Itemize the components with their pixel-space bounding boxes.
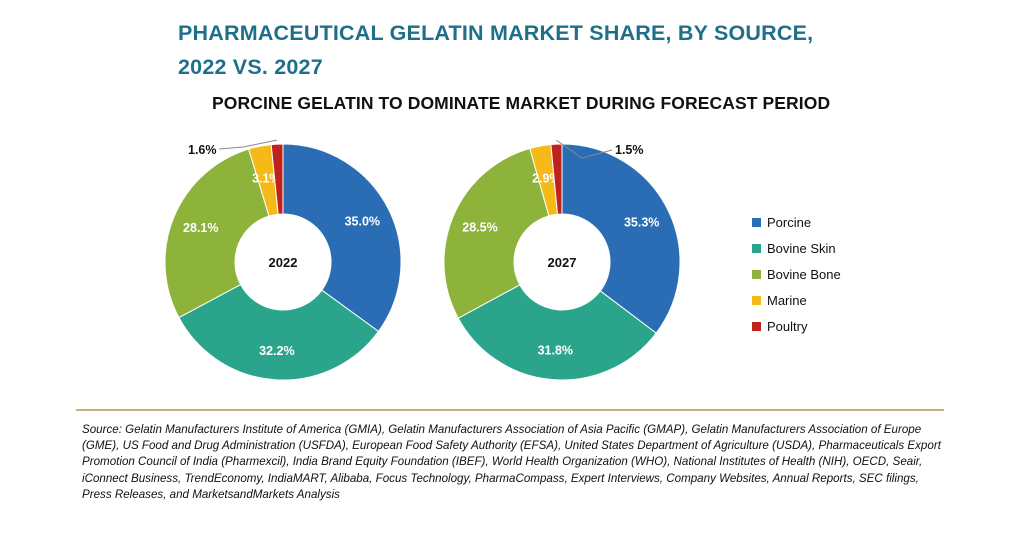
source-note: Source: Gelatin Manufacturers Institute … — [82, 423, 941, 501]
donut-slice-poultry — [550, 143, 563, 215]
donut-slice-porcine — [282, 143, 402, 333]
donut-slice-bovine-bone — [443, 147, 550, 319]
donut-slice-bovine-bone — [164, 148, 270, 319]
legend-item: Bovine Bone — [752, 261, 841, 287]
legend-item: Poultry — [752, 313, 841, 339]
legend-item: Marine — [752, 287, 841, 313]
legend-swatch — [752, 217, 761, 227]
chart-title-line-1: PHARMACEUTICAL GELATIN MARKET SHARE, BY … — [178, 21, 814, 45]
donut-center-year: 2022 — [269, 255, 298, 270]
legend-label: Marine — [767, 292, 807, 308]
slice-label: 31.8% — [538, 344, 573, 358]
donut-charts: 35.0% 32.2% 28.1% 3.1% 1.6% 2022 35.3% 31.8% 28.… — [164, 139, 681, 381]
leader-line — [218, 139, 277, 150]
slice-label: 28.1% — [183, 221, 218, 235]
legend-swatch — [752, 269, 761, 279]
slice-label: 1.6% — [188, 143, 217, 157]
legend-item: Bovine Skin — [752, 235, 841, 261]
legend-swatch — [752, 243, 761, 253]
slice-label: 35.0% — [345, 215, 380, 229]
source-divider — [76, 409, 944, 411]
slice-label: 32.2% — [259, 344, 294, 358]
legend-swatch — [752, 321, 761, 331]
slice-label: 1.5% — [615, 143, 644, 157]
leader-line — [555, 139, 613, 159]
legend-label: Bovine Bone — [767, 266, 841, 282]
donut-slice-bovine-skin — [457, 284, 657, 381]
legend-label: Bovine Skin — [767, 240, 836, 256]
chart-title-line-2: 2022 VS. 2027 — [178, 55, 323, 79]
slice-label: 35.3% — [624, 215, 659, 229]
donut-slice-bovine-skin — [178, 283, 380, 381]
legend-item: Porcine — [752, 209, 841, 235]
slice-label: 3.1% — [252, 172, 281, 186]
chart-title: PHARMACEUTICAL GELATIN MARKET SHARE, BY … — [178, 16, 898, 84]
legend: Porcine Bovine Skin Bovine Bone Marine P… — [752, 209, 841, 339]
chart-subtitle: PORCINE GELATIN TO DOMINATE MARKET DURIN… — [212, 93, 831, 113]
donut-center-year: 2027 — [548, 255, 577, 270]
slice-label: 28.5% — [462, 220, 497, 234]
donut-slice-poultry — [270, 143, 284, 215]
donut-slice-porcine — [561, 143, 681, 334]
legend-label: Porcine — [767, 214, 812, 230]
legend-label: Poultry — [767, 318, 808, 334]
legend-swatch — [752, 295, 761, 305]
